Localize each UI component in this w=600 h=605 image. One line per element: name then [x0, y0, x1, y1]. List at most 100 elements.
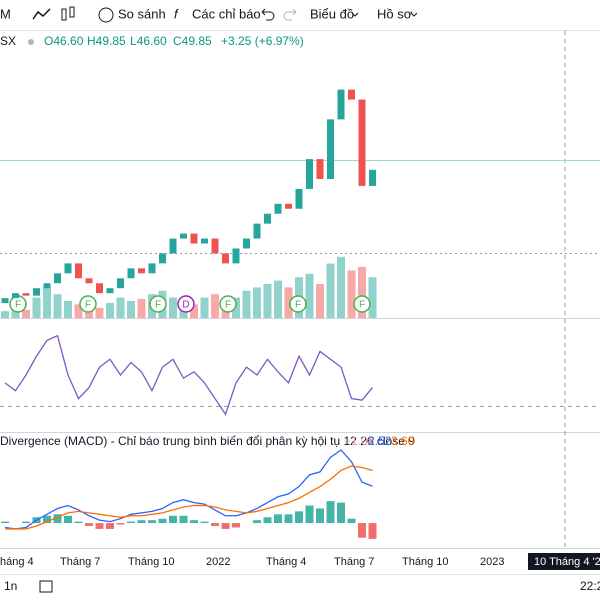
- candle-body: [243, 238, 250, 249]
- candle-body: [180, 233, 187, 239]
- calendar-button[interactable]: [39, 580, 53, 593]
- macd-hist-bar: [53, 514, 62, 524]
- candle-body: [148, 263, 156, 274]
- x-tick-label: háng 4: [0, 556, 34, 568]
- volume-bar: [127, 301, 135, 318]
- macd-hist-bar: [211, 523, 219, 526]
- chevron: [351, 12, 359, 17]
- volume-bar: [11, 307, 20, 318]
- candle-body: [22, 293, 30, 296]
- chart-menu[interactable]: Biểu đồ: [310, 6, 354, 21]
- volume-bar: [242, 290, 251, 318]
- macd-hist-bar: [64, 515, 72, 524]
- event-marker: [219, 295, 237, 313]
- volume-bar: [22, 309, 30, 318]
- candle-body: [316, 159, 324, 179]
- macd-hist-bar: [347, 518, 356, 524]
- macd-hist-bar: [200, 521, 209, 524]
- macd-hist-bar: [179, 515, 188, 524]
- volume-bar: [64, 301, 72, 318]
- x-tick-label: Tháng 10: [128, 556, 174, 568]
- candle-icon[interactable]: [61, 6, 75, 21]
- macd-hist-bar: [137, 520, 146, 524]
- volume-bar: [43, 287, 51, 318]
- macd-hist-bar: [116, 523, 125, 525]
- volume-bar: [116, 297, 125, 318]
- candle-body: [222, 253, 229, 264]
- event-label: F: [295, 300, 301, 311]
- x-tick-label: 2023: [480, 556, 504, 568]
- x-tick-label: Tháng 4: [266, 556, 306, 568]
- candle-body: [232, 248, 240, 264]
- volume-bar: [274, 280, 282, 318]
- macd-hist-bar: [274, 514, 282, 524]
- candle-body: [369, 169, 376, 186]
- indicators-button[interactable]: Các chỉ báo: [192, 6, 261, 21]
- compare-button[interactable]: So sánh: [118, 6, 166, 21]
- volume-bar: [337, 256, 345, 318]
- candle-body: [285, 203, 292, 209]
- volume-bar: [368, 277, 377, 318]
- chevron: [410, 12, 418, 17]
- chart-style-icon[interactable]: [32, 8, 51, 20]
- candle-body: [337, 89, 345, 120]
- volume-bar: [190, 304, 198, 318]
- candle-body: [138, 268, 145, 274]
- macd-hist-bar: [95, 523, 104, 529]
- candle-body: [274, 203, 282, 214]
- range-button[interactable]: 1n: [4, 579, 17, 593]
- toolbar: [0, 0, 600, 30]
- macd-hist-bar: [169, 515, 177, 524]
- candle-body: [358, 99, 366, 186]
- clock: 22:2: [580, 579, 600, 593]
- volume-bar: [232, 297, 240, 318]
- profile-menu[interactable]: Hồ sơ: [377, 6, 413, 21]
- macd-hist-bar: [190, 520, 198, 524]
- legend-low: L46.60: [130, 34, 167, 48]
- symbol: SX: [0, 34, 16, 48]
- event-marker: [289, 295, 307, 313]
- candle-body: [43, 283, 51, 289]
- candle-body: [327, 119, 334, 179]
- volume-bar: [74, 304, 83, 318]
- redo-button[interactable]: [283, 8, 297, 21]
- macd-hist-bar: [368, 523, 377, 539]
- candle-body: [127, 268, 135, 279]
- x-tick-label: 2022: [206, 556, 230, 568]
- candle-body: [211, 238, 219, 254]
- candle-body: [33, 288, 40, 296]
- candle-body: [201, 238, 208, 244]
- rsi-line: [4, 334, 373, 416]
- macd-hist-value: −1.08: [344, 434, 375, 448]
- x-tick-label: Tháng 10: [402, 556, 448, 568]
- volume-bar: [32, 297, 41, 318]
- signal-value: 3.60: [391, 434, 415, 448]
- legend-change: +3.25 (+6.97%): [221, 34, 304, 48]
- candle-body: [295, 188, 303, 209]
- undo-button[interactable]: [261, 8, 275, 21]
- candle-body: [253, 223, 261, 239]
- candle-body: [85, 278, 93, 284]
- candle-body: [159, 253, 166, 264]
- status-dot: [28, 39, 34, 45]
- event-label: F: [15, 300, 21, 311]
- macd-hist-bar: [337, 502, 345, 524]
- event-label: F: [85, 300, 91, 311]
- volume-bar: [316, 284, 324, 318]
- event-marker: [353, 295, 371, 313]
- candle-body: [348, 89, 355, 100]
- macd-hist-bar: [232, 523, 240, 528]
- indicators-icon[interactable]: f: [174, 6, 179, 21]
- candle-body: [64, 263, 72, 274]
- macd-hist-bar: [316, 508, 324, 524]
- macd-line: [4, 449, 373, 530]
- compare-icon[interactable]: [98, 7, 114, 23]
- legend-open: O46.60: [44, 34, 84, 48]
- x-tick-label: Tháng 7: [334, 556, 374, 568]
- volume-bar: [211, 294, 219, 318]
- interval-button[interactable]: M: [0, 6, 11, 21]
- x-tick-label: Tháng 7: [60, 556, 100, 568]
- macd-hist-bar: [358, 523, 366, 538]
